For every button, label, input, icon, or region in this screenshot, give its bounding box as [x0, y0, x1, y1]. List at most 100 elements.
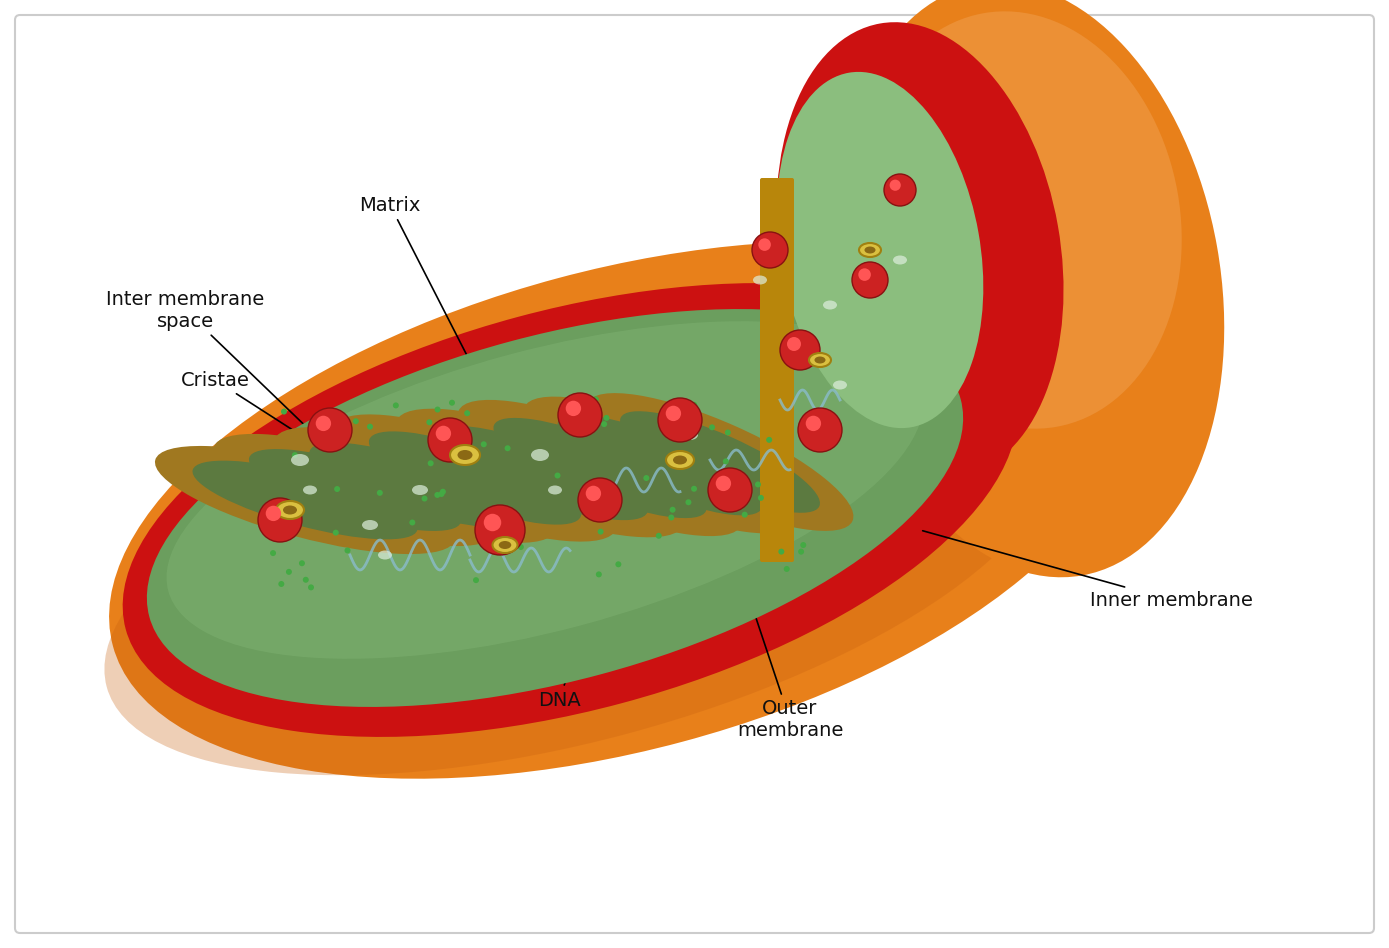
Ellipse shape: [756, 482, 761, 487]
Ellipse shape: [586, 485, 601, 501]
Text: Cristae: Cristae: [181, 371, 353, 468]
Text: Inter membrane
space: Inter membrane space: [106, 289, 318, 438]
Ellipse shape: [692, 485, 697, 492]
Ellipse shape: [858, 11, 1182, 428]
Ellipse shape: [808, 353, 831, 367]
Ellipse shape: [363, 520, 378, 530]
Ellipse shape: [344, 547, 350, 554]
Ellipse shape: [428, 461, 433, 466]
Ellipse shape: [674, 455, 688, 465]
Text: Inner membrane: Inner membrane: [922, 531, 1253, 610]
Ellipse shape: [788, 337, 801, 351]
Ellipse shape: [722, 458, 729, 465]
Ellipse shape: [449, 400, 456, 406]
Ellipse shape: [303, 485, 317, 495]
Ellipse shape: [193, 461, 418, 539]
Ellipse shape: [751, 232, 788, 268]
Ellipse shape: [104, 345, 1056, 775]
Ellipse shape: [665, 406, 681, 421]
Ellipse shape: [435, 407, 440, 412]
Ellipse shape: [781, 330, 820, 370]
Ellipse shape: [483, 514, 501, 531]
Ellipse shape: [597, 529, 604, 535]
Ellipse shape: [493, 538, 499, 544]
Ellipse shape: [283, 505, 297, 515]
Ellipse shape: [376, 490, 383, 496]
Text: Outer
membrane: Outer membrane: [736, 603, 843, 740]
Ellipse shape: [549, 485, 563, 495]
Ellipse shape: [156, 446, 456, 554]
Ellipse shape: [393, 402, 399, 409]
Ellipse shape: [742, 512, 747, 518]
Ellipse shape: [214, 434, 496, 546]
Ellipse shape: [435, 492, 440, 498]
Ellipse shape: [378, 551, 392, 559]
Ellipse shape: [274, 428, 556, 543]
Ellipse shape: [450, 445, 481, 465]
Ellipse shape: [265, 505, 281, 521]
Ellipse shape: [692, 427, 697, 432]
Ellipse shape: [883, 174, 915, 206]
Ellipse shape: [458, 400, 742, 537]
Ellipse shape: [593, 396, 599, 402]
Ellipse shape: [601, 421, 607, 428]
Ellipse shape: [249, 449, 461, 531]
Ellipse shape: [315, 416, 331, 431]
Ellipse shape: [568, 424, 574, 430]
Ellipse shape: [308, 584, 314, 591]
Ellipse shape: [836, 0, 1224, 577]
Ellipse shape: [778, 549, 785, 555]
Ellipse shape: [799, 549, 804, 555]
Ellipse shape: [167, 321, 924, 659]
Ellipse shape: [708, 468, 751, 512]
Ellipse shape: [858, 243, 881, 257]
Ellipse shape: [531, 449, 549, 461]
Ellipse shape: [799, 408, 842, 452]
Ellipse shape: [669, 507, 675, 513]
Ellipse shape: [367, 424, 374, 429]
Ellipse shape: [864, 246, 875, 253]
Ellipse shape: [413, 485, 428, 495]
Ellipse shape: [596, 572, 601, 577]
Ellipse shape: [565, 401, 581, 416]
Ellipse shape: [715, 476, 731, 491]
Ellipse shape: [851, 262, 888, 298]
Ellipse shape: [292, 454, 308, 466]
Ellipse shape: [440, 489, 446, 495]
Ellipse shape: [475, 505, 525, 555]
Ellipse shape: [682, 430, 699, 440]
Ellipse shape: [269, 550, 276, 556]
Ellipse shape: [557, 414, 763, 516]
Ellipse shape: [396, 409, 683, 538]
Ellipse shape: [889, 179, 901, 191]
Ellipse shape: [276, 501, 304, 519]
Ellipse shape: [858, 268, 871, 281]
Ellipse shape: [308, 408, 351, 452]
FancyBboxPatch shape: [15, 15, 1374, 933]
Ellipse shape: [436, 426, 451, 441]
Ellipse shape: [439, 491, 444, 497]
Ellipse shape: [278, 581, 285, 587]
Ellipse shape: [814, 356, 825, 363]
Ellipse shape: [110, 242, 1131, 778]
Ellipse shape: [353, 418, 358, 424]
Ellipse shape: [457, 450, 472, 460]
Ellipse shape: [481, 441, 486, 447]
Ellipse shape: [285, 514, 290, 520]
Ellipse shape: [310, 443, 521, 527]
Ellipse shape: [783, 566, 790, 572]
Ellipse shape: [333, 414, 617, 541]
Ellipse shape: [369, 431, 581, 524]
Ellipse shape: [281, 409, 288, 414]
Ellipse shape: [558, 393, 601, 437]
Ellipse shape: [656, 533, 661, 538]
Ellipse shape: [438, 452, 444, 458]
Ellipse shape: [147, 309, 963, 707]
Ellipse shape: [578, 478, 622, 522]
Ellipse shape: [725, 429, 731, 435]
FancyBboxPatch shape: [760, 178, 795, 562]
Ellipse shape: [474, 577, 479, 583]
Ellipse shape: [335, 486, 340, 492]
Ellipse shape: [685, 500, 692, 505]
Ellipse shape: [758, 495, 764, 501]
